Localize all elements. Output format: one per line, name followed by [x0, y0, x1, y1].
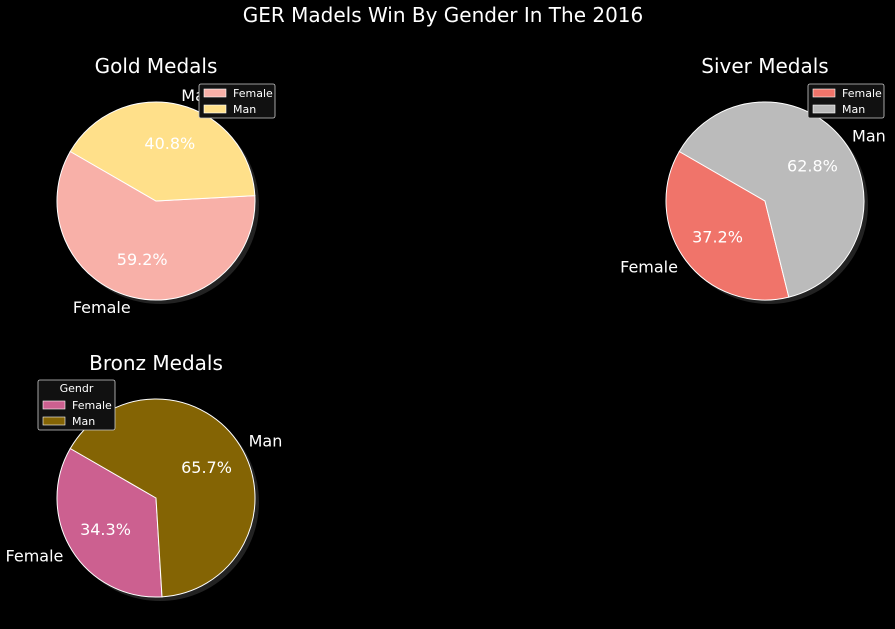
pie-category-label: Man: [249, 432, 283, 451]
legend-entry: Man: [233, 103, 256, 116]
legend-swatch: [812, 104, 836, 114]
pie-percent-label: 59.2%: [117, 250, 168, 269]
pie-category-label: Female: [73, 298, 131, 317]
pie-percent-label: 65.7%: [181, 458, 232, 477]
pie-category-label: Female: [620, 257, 678, 276]
legend-swatch: [42, 400, 66, 410]
pie-percent-label: 40.8%: [144, 134, 195, 153]
pie-legend: Female Man: [198, 83, 276, 119]
pie-percent-label: 37.2%: [692, 228, 743, 247]
legend-title: Gendr: [60, 382, 94, 395]
legend-entry: Female: [72, 399, 112, 412]
pie-legend: Female Man: [807, 83, 885, 119]
pie-slice-female: [56, 150, 256, 301]
pie-title: Siver Medals: [701, 54, 828, 78]
pie-title: Gold Medals: [95, 54, 218, 78]
legend-entry: Man: [842, 103, 865, 116]
pie-title: Bronz Medals: [89, 351, 223, 375]
pie-category-label: Female: [6, 546, 64, 565]
pie-percent-label: 34.3%: [80, 520, 131, 539]
legend-entry: Female: [842, 87, 882, 100]
legend-entry: Man: [72, 415, 95, 428]
pie-legend: Gendr Female Man: [37, 379, 116, 431]
pie-slice-man: [678, 101, 865, 298]
legend-swatch: [812, 88, 836, 98]
pie-percent-label: 62.8%: [787, 156, 838, 175]
figure-title: GER Madels Win By Gender In The 2016: [243, 3, 644, 27]
pie-chart-1: Gold Medals 59.2% Female 40.8% Man Female Man: [56, 54, 276, 317]
pie-chart-2: Siver Medals 37.2% Female 62.8% Man Female Man: [620, 54, 886, 304]
legend-swatch: [203, 104, 227, 114]
pie-slice-female: [665, 150, 790, 301]
legend-swatch: [203, 88, 227, 98]
pie-slice-female: [56, 447, 163, 598]
pie-chart-3: Bronz Medals 34.3% Female 65.7% Man Gendr Fema…: [6, 351, 283, 601]
pie-category-label: Man: [852, 127, 886, 146]
pie-slice-man: [69, 101, 256, 202]
legend-swatch: [42, 416, 66, 426]
legend-entry: Female: [233, 87, 273, 100]
